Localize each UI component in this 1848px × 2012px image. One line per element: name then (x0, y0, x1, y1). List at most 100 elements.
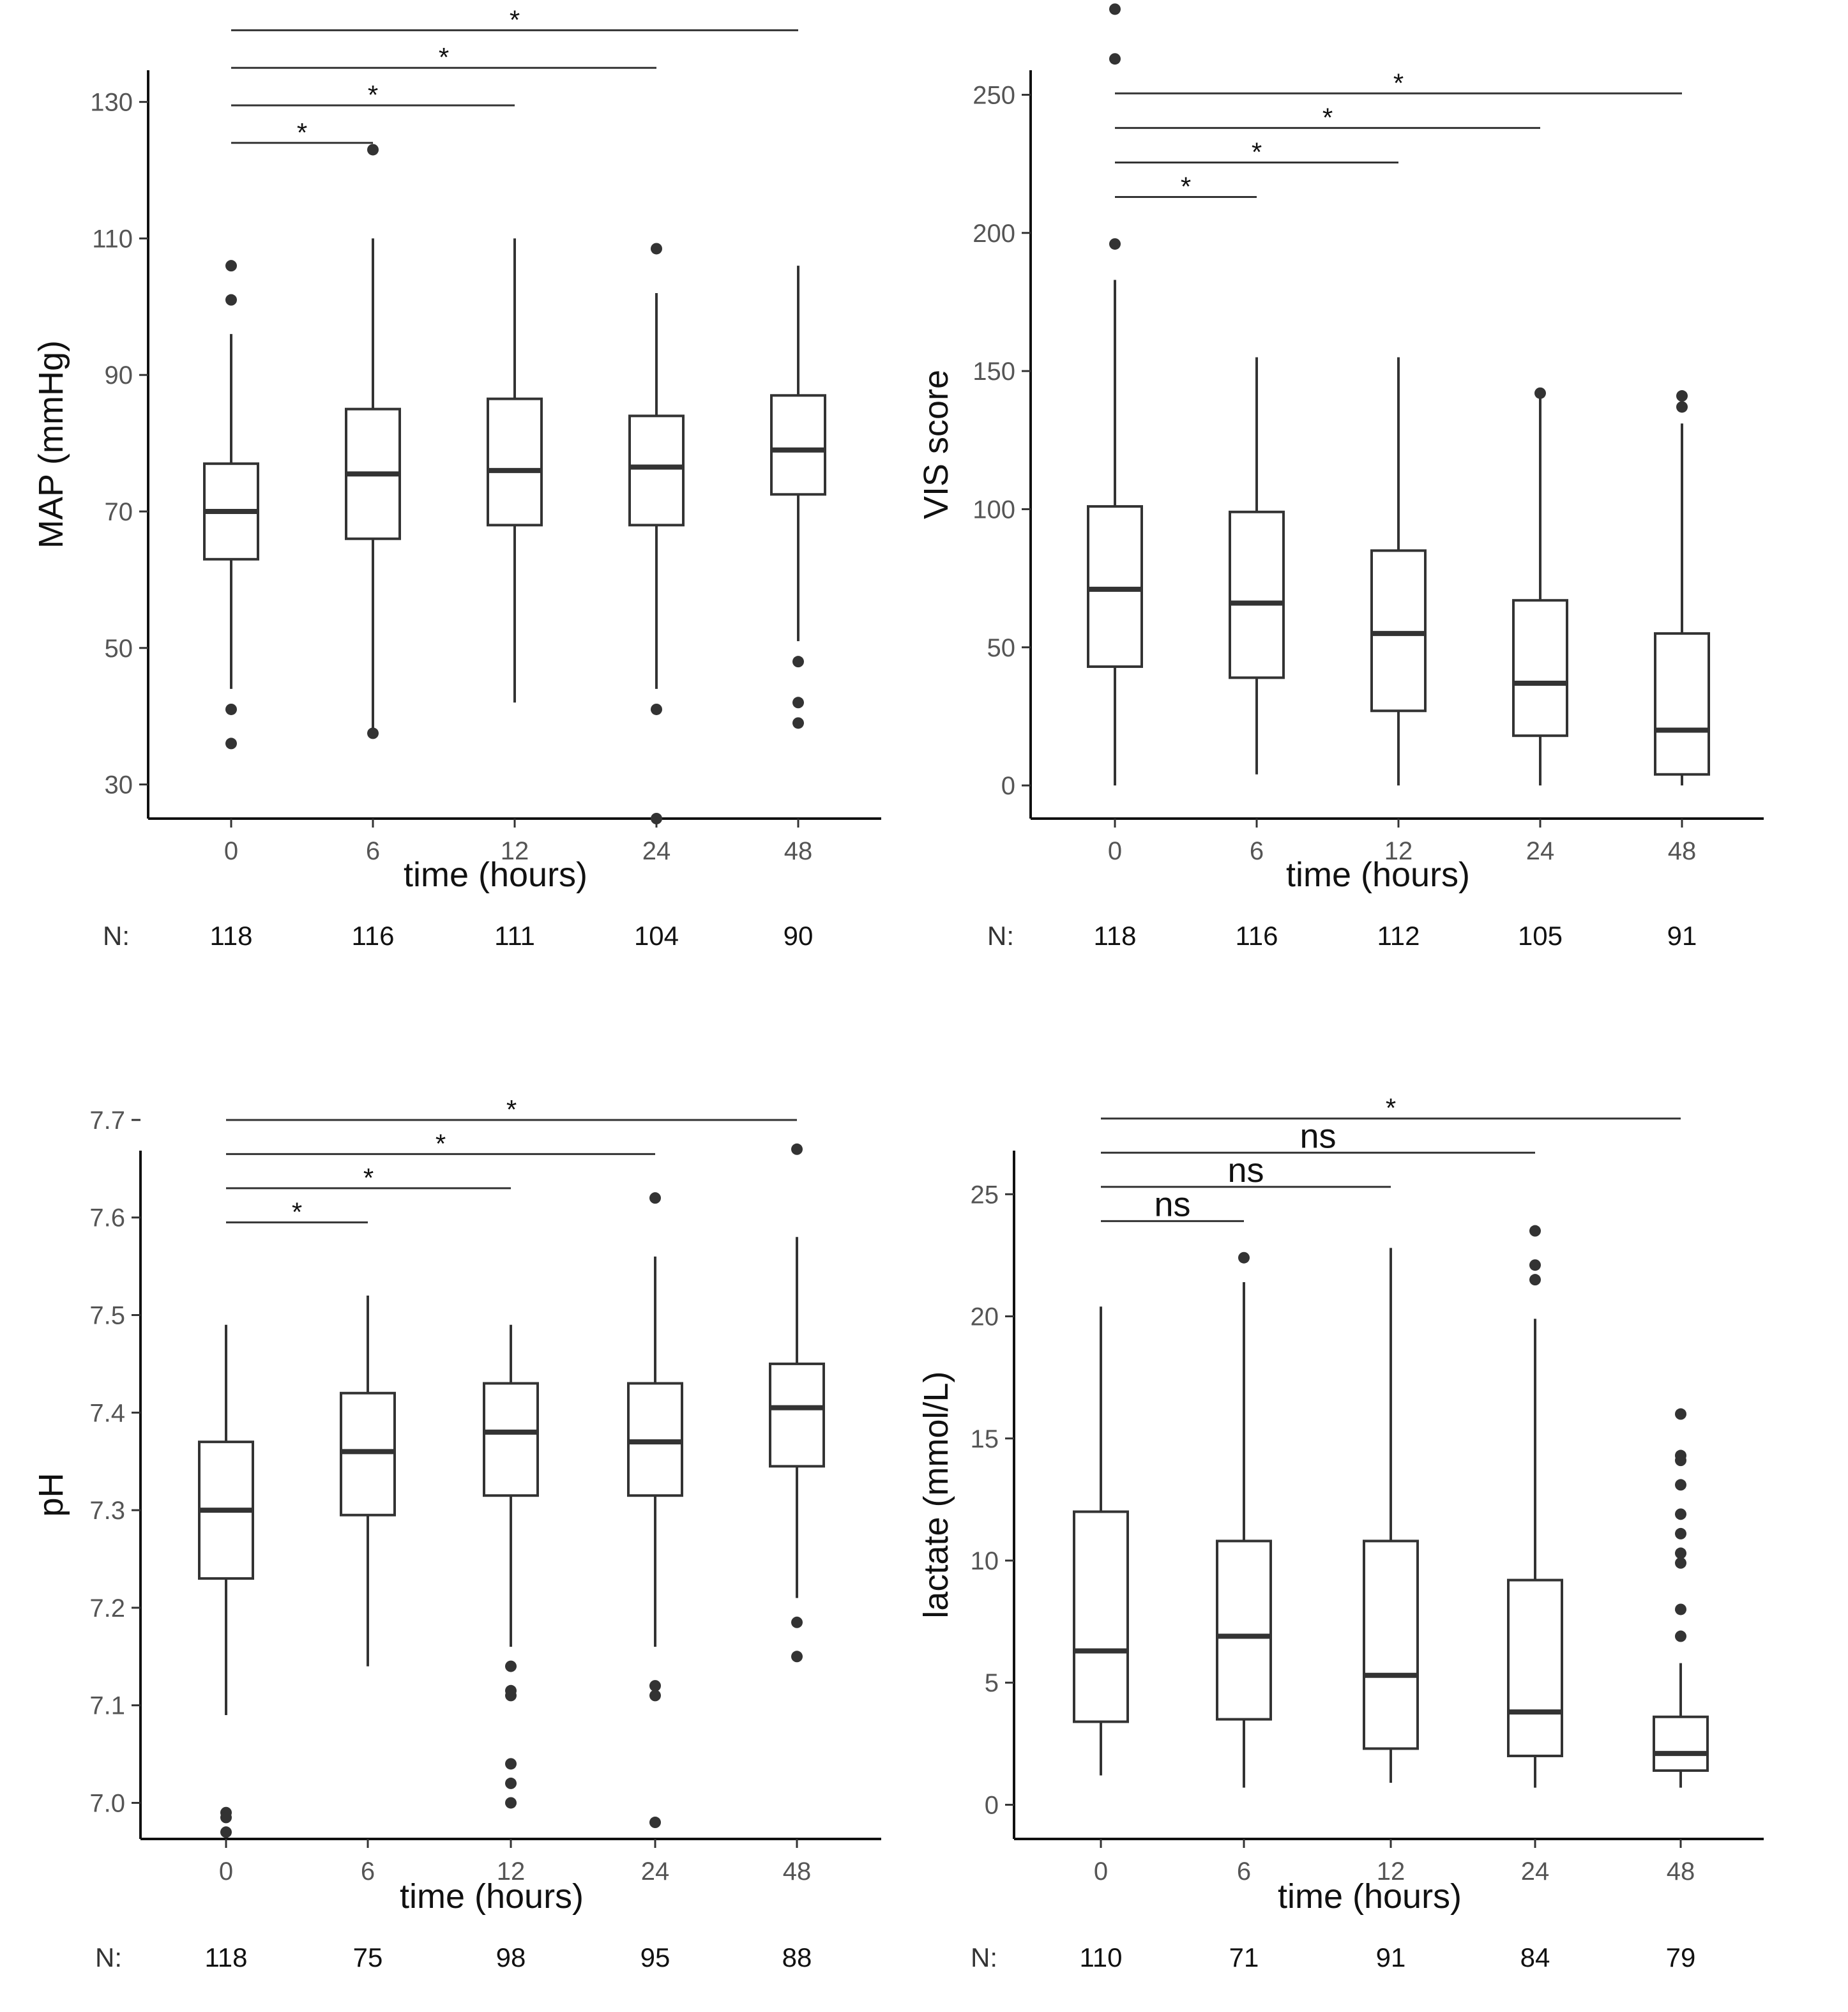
chart-panel-2: 0 50 100 150 200 250 0 6 12 24 48 time (hours) VIS s… (917, 3, 1764, 951)
significance-bracket: * (226, 1128, 655, 1158)
outlier-point (1238, 1252, 1250, 1264)
x-tick-label: 24 (1521, 1857, 1550, 1886)
box-iqr (1507, 1578, 1563, 1757)
outlier-point (220, 1812, 232, 1824)
y-tick-label: 200 (973, 220, 1015, 248)
outlier-point (1529, 1225, 1541, 1237)
outlier-point (1109, 238, 1121, 250)
n-value: 91 (1376, 1942, 1406, 1972)
n-value: 90 (784, 921, 814, 951)
box-6h (1216, 1252, 1272, 1788)
n-value: 79 (1666, 1942, 1696, 1972)
x-tick-label: 0 (1108, 837, 1122, 865)
box-iqr (1087, 505, 1143, 669)
significance-bracket: * (231, 80, 515, 110)
outlier-point (649, 1690, 661, 1702)
y-tick-label: 7.2 (89, 1594, 125, 1622)
significance-label: ns (1227, 1151, 1264, 1190)
outlier-point (1675, 1603, 1686, 1615)
significance-label: * (439, 42, 449, 72)
box-6h (345, 144, 401, 739)
outlier-point (225, 703, 237, 715)
box-iqr (1654, 632, 1710, 776)
n-value: 111 (494, 921, 535, 951)
outlier-point (505, 1690, 517, 1702)
outlier-point (1109, 3, 1121, 15)
significance-bracket: * (231, 4, 798, 34)
x-axis-title: time (hours) (1286, 856, 1470, 894)
outlier-point (1675, 1479, 1686, 1491)
y-tick-label: 15 (971, 1425, 999, 1453)
box-iqr (1653, 1715, 1709, 1772)
box-6h (340, 1295, 396, 1667)
chart-panel-4: 0 5 10 15 20 25 0 6 12 24 48 time (hours) lactate (m… (917, 1093, 1764, 1972)
n-value: 75 (353, 1942, 383, 1972)
outlier-point (1534, 387, 1546, 399)
y-tick-label: 5 (985, 1669, 999, 1697)
n-value: 118 (210, 921, 253, 951)
box-48h (1653, 1408, 1709, 1788)
x-tick-label: 0 (219, 1857, 233, 1886)
outlier-point (1675, 1630, 1686, 1642)
n-value: 116 (352, 921, 395, 951)
x-tick-label: 6 (366, 837, 380, 865)
y-axis-title: VIS score (917, 370, 955, 519)
outlier-point (651, 703, 662, 715)
y-tick-label: 0 (985, 1791, 999, 1819)
y-tick-label: 10 (971, 1547, 999, 1575)
outlier-point (225, 737, 237, 750)
box-0h (1087, 3, 1143, 786)
n-value: 91 (1667, 921, 1697, 951)
significance-bracket: ns (1101, 1151, 1391, 1190)
box-iqr (770, 394, 826, 496)
x-tick-label: 24 (1526, 837, 1555, 865)
outlier-point (1676, 390, 1688, 402)
significance-bracket: * (231, 117, 373, 147)
y-tick-label: 0 (1001, 772, 1015, 800)
box-12h (1370, 357, 1427, 786)
significance-bracket: * (1115, 102, 1540, 132)
x-tick-label: 12 (1377, 1857, 1405, 1886)
y-axis-title: lactate (mmol/L) (917, 1371, 955, 1618)
x-tick-label: 48 (1668, 837, 1697, 865)
outlier-point (367, 144, 379, 156)
n-row-label: N: (103, 921, 130, 951)
significance-bracket: * (1115, 172, 1257, 202)
outlier-point (792, 717, 804, 729)
outlier-point (225, 294, 237, 306)
box-24h (628, 243, 685, 824)
outlier-point (367, 727, 379, 739)
outlier-point (1675, 1557, 1686, 1569)
y-tick-label: 7.4 (89, 1399, 125, 1427)
outlier-point (792, 697, 804, 709)
significance-bracket: * (231, 42, 656, 72)
x-axis-title: time (hours) (404, 856, 587, 894)
y-tick-label: 50 (987, 634, 1016, 662)
n-value: 110 (1080, 1942, 1123, 1972)
outlier-point (649, 1817, 661, 1829)
significance-label: * (297, 117, 307, 147)
n-value: 118 (205, 1942, 248, 1972)
outlier-point (1676, 401, 1688, 413)
n-value: 116 (1236, 921, 1278, 951)
n-value: 95 (640, 1942, 670, 1972)
outlier-point (505, 1660, 517, 1672)
y-tick-label: 7.5 (89, 1302, 125, 1330)
outlier-point (791, 1143, 803, 1155)
box-0h (198, 1324, 254, 1838)
significance-bracket: * (1101, 1093, 1681, 1123)
n-value: 84 (1520, 1942, 1550, 1972)
y-tick-label: 7.1 (89, 1692, 125, 1720)
box-iqr (483, 1382, 539, 1497)
y-tick-label: 7.7 (89, 1107, 125, 1135)
outlier-point (220, 1826, 232, 1838)
outlier-point (792, 656, 804, 668)
x-axis-title: time (hours) (400, 1877, 584, 1916)
x-tick-label: 48 (783, 1857, 812, 1886)
n-value: 105 (1518, 921, 1563, 951)
outlier-point (225, 260, 237, 272)
significance-label: * (435, 1128, 446, 1158)
significance-bracket: * (226, 1197, 368, 1227)
y-tick-label: 150 (973, 358, 1015, 386)
y-tick-label: 110 (92, 225, 133, 253)
